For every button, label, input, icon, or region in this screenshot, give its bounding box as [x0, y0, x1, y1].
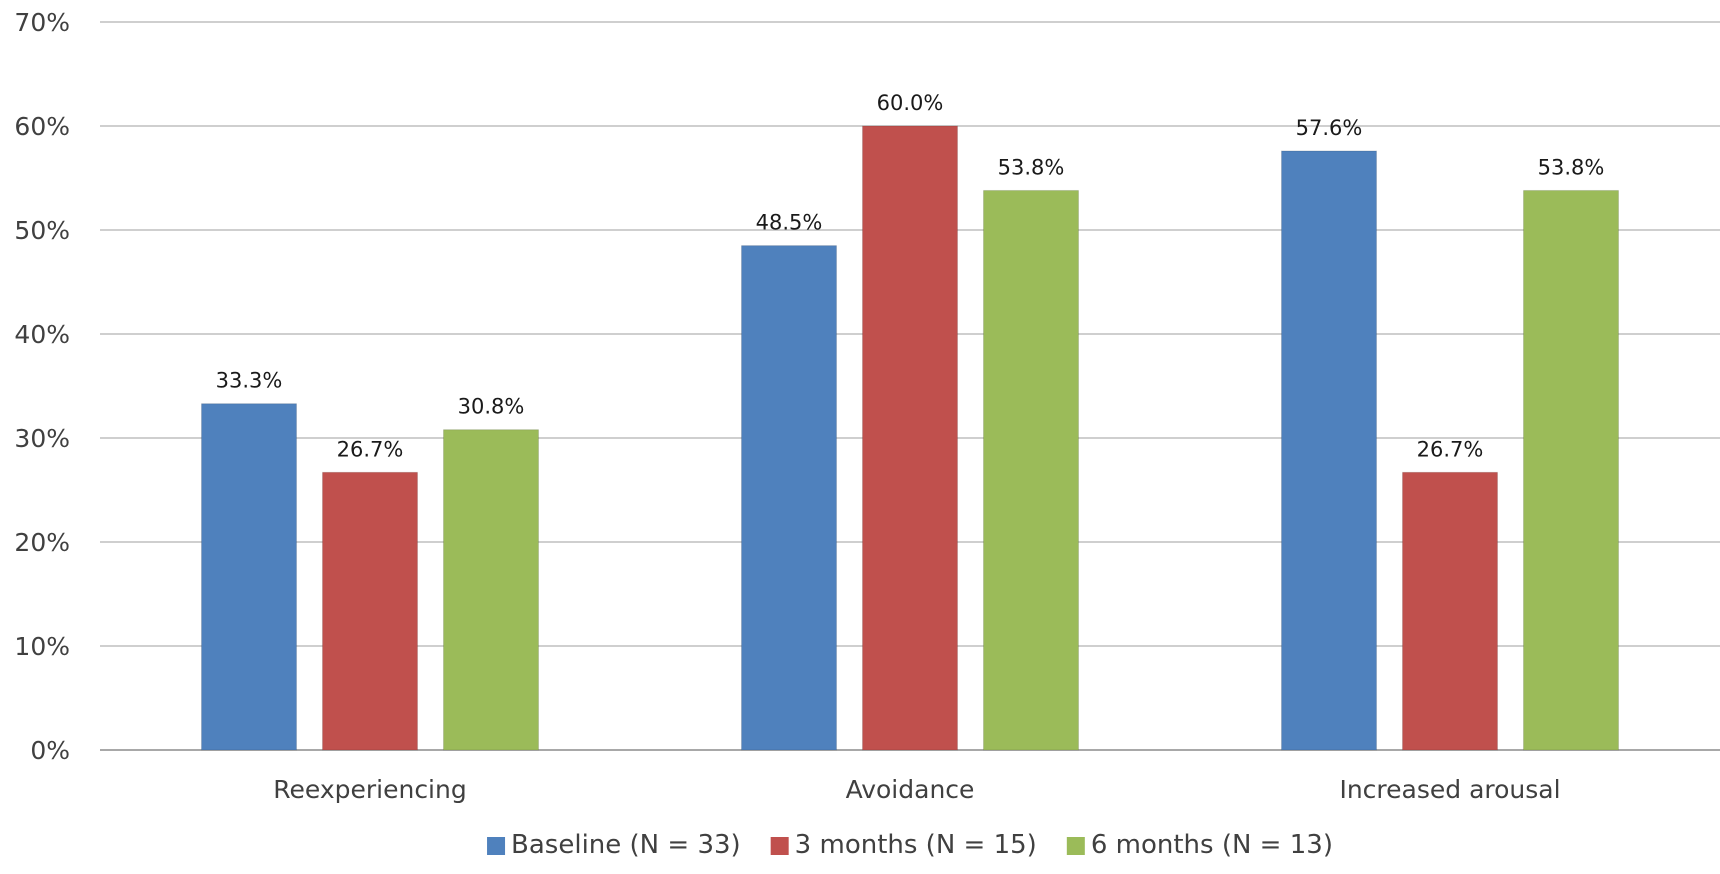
bar — [862, 125, 958, 751]
category-label: Reexperiencing — [273, 775, 466, 804]
data-label: 26.7% — [1417, 437, 1484, 461]
legend-item: 3 months (N = 15) — [770, 830, 1037, 860]
category-label: Increased arousal — [1339, 775, 1560, 804]
bar — [443, 429, 539, 751]
data-label: 60.0% — [877, 91, 944, 115]
data-label: 33.3% — [216, 369, 283, 393]
y-tick-label: 40% — [14, 320, 70, 349]
bar — [201, 403, 297, 751]
bars — [201, 125, 1619, 751]
bar — [741, 245, 837, 751]
data-label: 26.7% — [337, 437, 404, 461]
y-axis-ticks: 0% 10% 20% 30% 40% 50% 60% 70% — [14, 8, 70, 765]
legend-item: 6 months (N = 13) — [1066, 830, 1333, 860]
data-label: 48.5% — [756, 211, 823, 235]
legend-label: 3 months (N = 15) — [795, 830, 1037, 860]
y-tick-label: 20% — [14, 528, 70, 557]
y-tick-label: 60% — [14, 112, 70, 141]
bar — [1523, 189, 1619, 751]
data-labels: 33.3% 26.7% 30.8% 48.5% 60.0% 53.8% 57.6% 26.7%… — [216, 91, 1605, 461]
legend-swatch — [487, 837, 506, 855]
legend-label: Baseline (N = 33) — [511, 830, 741, 860]
legend-item: Baseline (N = 33) — [487, 830, 741, 860]
legend-swatch — [770, 837, 789, 855]
y-tick-label: 0% — [30, 736, 70, 765]
data-label: 53.8% — [998, 155, 1065, 179]
y-tick-label: 10% — [14, 632, 70, 661]
y-tick-label: 50% — [14, 216, 70, 245]
y-tick-label: 30% — [14, 424, 70, 453]
legend-label: 6 months (N = 13) — [1091, 830, 1333, 860]
data-label: 53.8% — [1538, 155, 1605, 179]
category-label: Avoidance — [846, 775, 975, 804]
bar — [983, 189, 1079, 751]
bar — [1402, 471, 1498, 751]
legend-swatch — [1066, 837, 1085, 855]
bar — [322, 471, 418, 751]
x-axis-categories: Reexperiencing Avoidance Increased arousal — [273, 775, 1560, 804]
data-label: 30.8% — [458, 395, 525, 419]
legend: Baseline (N = 33) 3 months (N = 15) 6 mont… — [487, 830, 1333, 860]
y-tick-label: 70% — [14, 8, 70, 37]
bar — [1281, 150, 1377, 751]
data-label: 57.6% — [1296, 116, 1363, 140]
